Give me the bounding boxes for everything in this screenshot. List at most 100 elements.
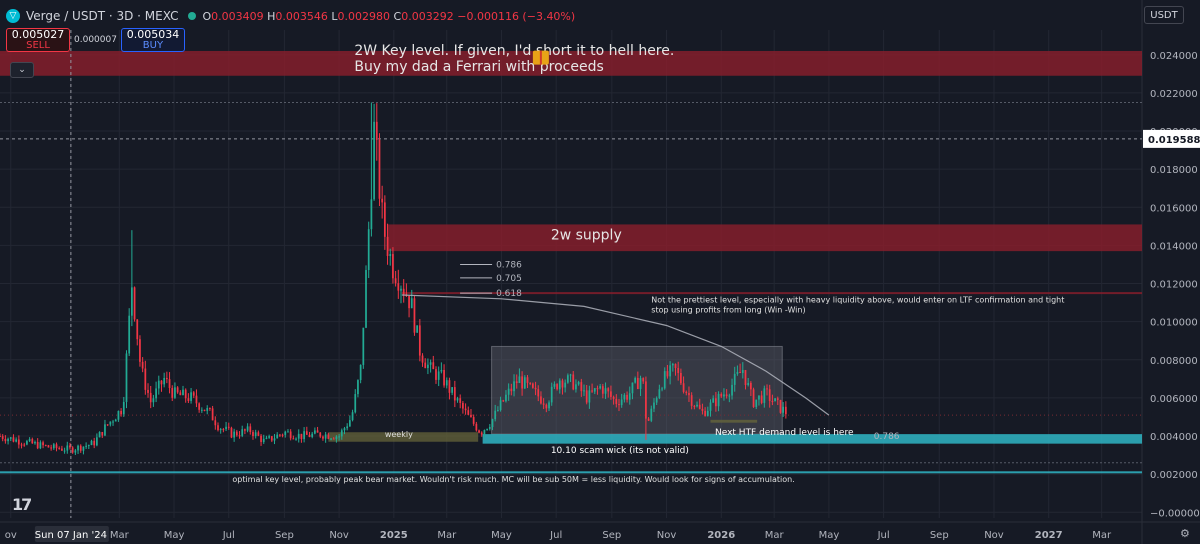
buy-button[interactable]: 0.005034 BUY — [120, 28, 185, 52]
crosshair-price-box — [1143, 129, 1200, 148]
candle-body-184 — [494, 410, 497, 420]
candle-body-107 — [287, 431, 289, 433]
candle-body-87 — [233, 431, 236, 438]
annotation-wick: 10.10 scam wick (its not valid) — [551, 446, 689, 456]
candle-body-97 — [260, 435, 262, 443]
candle-body-12 — [31, 439, 34, 444]
candle-body-39 — [104, 424, 106, 436]
candle-body-281 — [755, 399, 758, 407]
candle-body-17 — [44, 445, 47, 447]
candle-body-88 — [235, 431, 238, 436]
candle-body-170 — [456, 398, 459, 401]
candle-body-99 — [265, 437, 268, 439]
y-tick-6: 0.012000 — [1150, 280, 1198, 291]
candle-body-35 — [93, 440, 96, 446]
candle-body-223 — [599, 386, 602, 389]
candle-body-139 — [373, 121, 375, 200]
candle-body-274 — [736, 371, 739, 374]
market-open-icon — [188, 12, 197, 20]
y-tick-4: 0.016000 — [1150, 203, 1198, 214]
annotation-weekly-line-0: weekly — [385, 430, 413, 439]
candle-body-259 — [696, 404, 698, 407]
candle-body-129 — [346, 426, 349, 429]
candle-body-117 — [314, 430, 316, 434]
candle-body-60 — [160, 380, 163, 385]
candle-body-125 — [335, 436, 338, 440]
candle-body-161 — [432, 362, 435, 370]
candle-body-94 — [252, 431, 254, 437]
candle-body-89 — [238, 435, 241, 437]
candle-body-106 — [284, 431, 287, 435]
grid — [0, 30, 1142, 518]
candle-body-28 — [74, 450, 77, 453]
settings-gear-icon[interactable]: ⚙ — [1180, 527, 1190, 540]
symbol-header: ▽ Verge / USDT · 3D · MEXC O0.003409 H0.… — [6, 6, 575, 26]
candle-body-118 — [316, 430, 319, 433]
candle-body-25 — [66, 445, 69, 451]
y-tick-10: 0.004000 — [1150, 432, 1198, 443]
x-tick-2: Mar — [110, 530, 130, 541]
candle-body-198 — [531, 383, 534, 388]
candle-body-122 — [327, 434, 330, 439]
annotation-optimal: optimal key level, probably peak bear ma… — [232, 475, 794, 484]
collapse-chevron-icon[interactable]: ⌄ — [10, 62, 34, 78]
candle-body-64 — [171, 388, 174, 398]
candle-body-86 — [230, 427, 233, 438]
candle-body-193 — [518, 376, 521, 384]
candle-body-257 — [690, 395, 693, 406]
x-tick-9: May — [491, 530, 512, 541]
candle-body-66 — [176, 387, 179, 393]
candle-body-61 — [163, 377, 166, 385]
candle-body-221 — [593, 388, 596, 392]
candle-body-124 — [332, 438, 335, 440]
zone-5 — [328, 432, 479, 442]
candle-body-264 — [709, 402, 712, 411]
candle-body-219 — [588, 390, 591, 403]
candle-body-55 — [147, 389, 149, 393]
candle-body-80 — [214, 420, 217, 426]
x-tick-highlight — [34, 526, 109, 542]
candle-body-265 — [712, 398, 715, 403]
candle-body-65 — [174, 387, 176, 398]
candle-body-19 — [50, 447, 53, 449]
candle-body-210 — [564, 382, 567, 388]
candle-body-146 — [392, 254, 394, 279]
candle-body-242 — [650, 408, 653, 421]
candle-body-179 — [480, 432, 483, 435]
candle-body-235 — [631, 382, 634, 394]
candle-body-251 — [674, 363, 677, 369]
x-tick-16: Jul — [877, 530, 890, 541]
symbol-title[interactable]: Verge / USDT · 3D · MEXC — [26, 9, 179, 23]
y-tick-7: 0.010000 — [1150, 318, 1198, 329]
candle-body-236 — [634, 377, 637, 383]
candle-body-9 — [23, 444, 26, 446]
sell-button[interactable]: 0.005027 SELL — [6, 28, 70, 52]
candle-body-275 — [739, 371, 741, 373]
candle-body-260 — [698, 404, 701, 409]
currency-selector[interactable]: USDT — [1144, 6, 1184, 24]
candle-body-41 — [109, 421, 112, 425]
candles — [0, 102, 787, 455]
zone-7 — [0, 471, 1142, 474]
candle-body-283 — [760, 395, 763, 403]
candle-body-40 — [106, 424, 109, 426]
candle-body-155 — [416, 325, 419, 333]
candle-body-76 — [203, 409, 206, 411]
x-tick-14: Mar — [765, 530, 785, 541]
zone-3 — [491, 345, 783, 435]
zone-1 — [387, 224, 1142, 252]
candle-body-63 — [168, 379, 171, 389]
y-tick-8: 0.008000 — [1150, 356, 1198, 367]
candle-body-208 — [558, 380, 561, 390]
candle-body-6 — [15, 439, 18, 442]
candle-body-159 — [427, 364, 429, 369]
candle-body-114 — [305, 431, 308, 435]
candle-body-120 — [322, 436, 324, 439]
candle-body-240 — [645, 381, 647, 419]
candle-body-62 — [165, 377, 168, 380]
verge-logo-icon: ▽ — [6, 9, 20, 23]
candle-body-137 — [367, 229, 370, 271]
candle-body-162 — [435, 369, 437, 380]
x-tick-15: May — [819, 530, 840, 541]
